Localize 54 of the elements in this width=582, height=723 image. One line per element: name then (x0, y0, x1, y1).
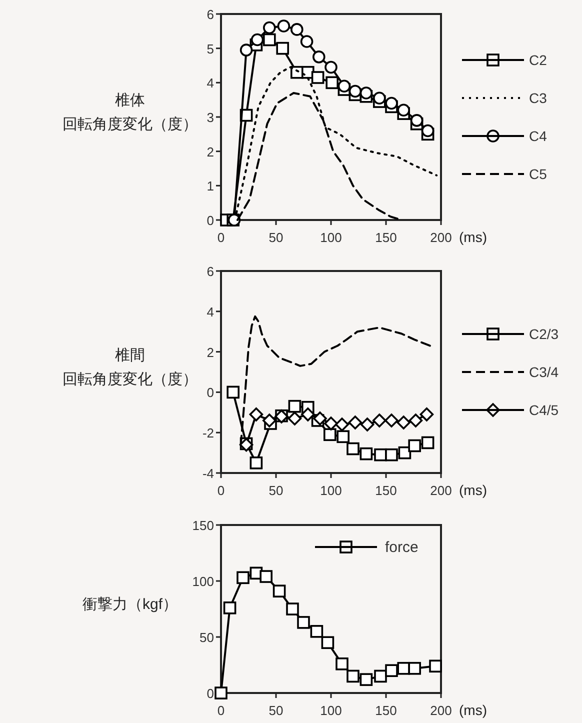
y-tick-label: 2 (206, 144, 214, 160)
x-tick-label: 50 (268, 703, 284, 718)
x-axis-title: (ms) (459, 702, 487, 718)
legend: force (315, 539, 418, 556)
legend-label: C3 (529, 90, 548, 106)
x-tick-label: 200 (430, 703, 452, 718)
y-tick-label: 6 (206, 264, 214, 279)
y-tick-label: 1 (206, 178, 214, 194)
y-tick-label: 6 (206, 7, 214, 22)
x-tick-label: 150 (375, 483, 397, 498)
y-tick-label: 2 (206, 344, 214, 360)
x-tick-label: 200 (430, 483, 452, 498)
y-axis-title: 衝撃力（kgf） (82, 596, 178, 613)
y-tick-label: 50 (200, 630, 214, 645)
legend: C5 (462, 166, 547, 182)
legend-label: C4 (529, 128, 548, 144)
x-axis-title: (ms) (459, 229, 487, 245)
x-tick-label: 50 (268, 230, 284, 245)
x-tick-label: 150 (375, 230, 397, 245)
legend-label: C3/4 (529, 364, 559, 380)
x-tick-label: 100 (320, 703, 342, 718)
y-tick-label: 0 (206, 686, 214, 701)
y-tick-label: 4 (206, 304, 214, 320)
x-axis-title: (ms) (459, 482, 487, 498)
y-tick-label: 5 (206, 41, 214, 56)
x-tick-label: 200 (430, 230, 452, 245)
y-axis-title: 椎体回転角度変化（度） (62, 92, 198, 133)
legend: C4 (462, 128, 547, 144)
y-tick-label: 3 (206, 110, 214, 125)
y-tick-label: 4 (206, 76, 214, 91)
y-axis-title: 椎間回転角度変化（度） (62, 347, 198, 388)
legend: C2 (462, 52, 547, 68)
y-tick-label: -2 (202, 426, 214, 441)
legend-label: C4/5 (529, 402, 559, 418)
y-tick-label: 100 (192, 574, 214, 589)
legend: C2/3 (462, 326, 559, 342)
x-tick-label: 0 (217, 703, 225, 718)
y-tick-label: 0 (206, 385, 214, 400)
legend-label: force (385, 539, 418, 556)
x-tick-label: 100 (320, 483, 342, 498)
legend: C4/5 (462, 402, 559, 418)
legend-label: C2 (529, 52, 548, 68)
x-tick-label: 0 (217, 483, 225, 498)
legend-label: C2/3 (529, 326, 559, 342)
y-tick-label: 0 (206, 213, 214, 228)
x-tick-label: 0 (217, 230, 225, 245)
x-tick-label: 50 (268, 483, 284, 498)
y-tick-label: 150 (192, 518, 214, 533)
legend: C3 (462, 90, 547, 106)
x-tick-label: 150 (375, 703, 397, 718)
legend: C3/4 (462, 364, 559, 380)
y-tick-label: -4 (202, 466, 214, 481)
x-tick-label: 100 (320, 230, 342, 245)
legend-label: C5 (529, 166, 548, 182)
